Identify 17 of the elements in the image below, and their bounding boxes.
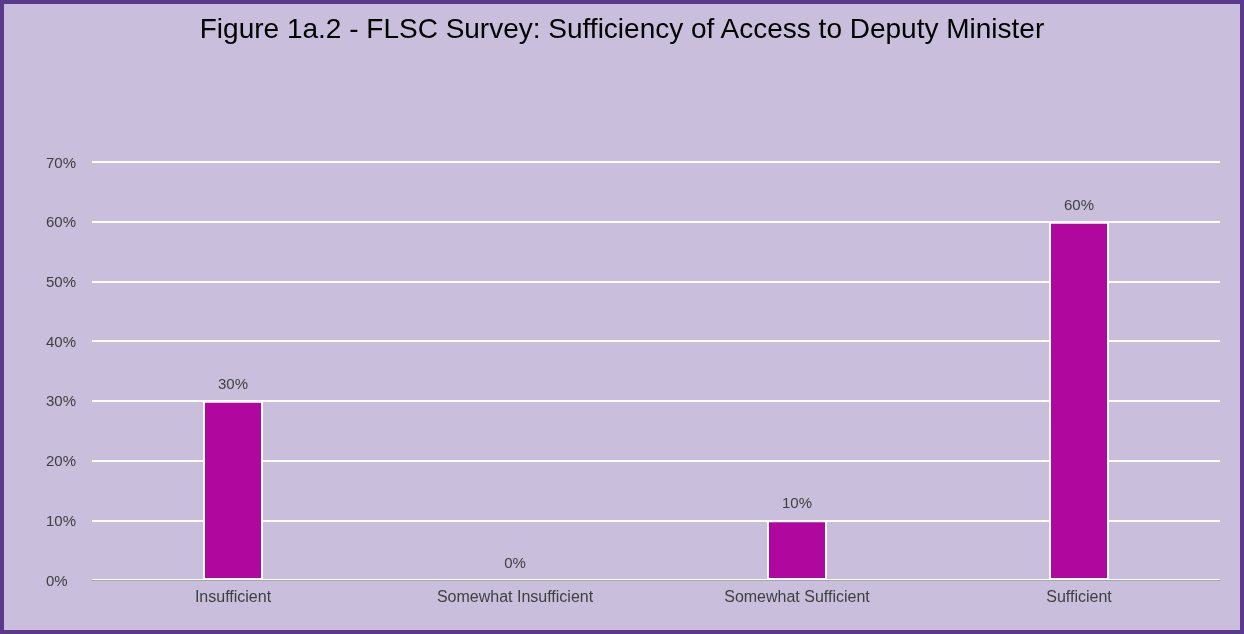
y-tick-label: 10%: [46, 511, 77, 529]
data-label: 10%: [781, 494, 813, 512]
x-tick-label: Somewhat Sufficient: [724, 587, 871, 605]
y-tick-label: 20%: [46, 452, 77, 470]
chart-title: Figure 1a.2 - FLSC Survey: Sufficiency of Access to Deputy Minister: [198, 12, 1046, 46]
data-label: 30%: [217, 374, 249, 392]
data-label: 0%: [504, 554, 526, 571]
y-tick-label: 40%: [46, 332, 77, 350]
x-tick-label: Insufficient: [194, 587, 272, 605]
y-tick-label: 30%: [46, 392, 77, 410]
x-tick-label: Sufficient: [1046, 587, 1113, 605]
data-label: 60%: [1063, 195, 1095, 213]
y-tick-label: 70%: [46, 153, 77, 171]
y-tick-label: 50%: [46, 272, 77, 290]
y-tick-label: 0%: [46, 571, 68, 589]
y-tick-label: 60%: [46, 213, 77, 231]
x-tick-label: Somewhat Insufficient: [436, 587, 594, 605]
